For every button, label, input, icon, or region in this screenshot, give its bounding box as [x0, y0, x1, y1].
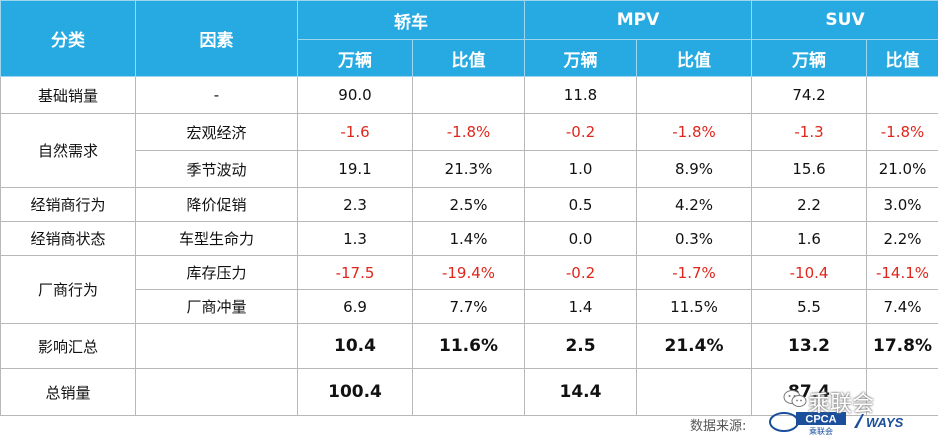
row-category: 基础销量	[0, 76, 136, 114]
header-group-suv: SUV	[751, 0, 938, 40]
header-sub: 万辆	[751, 39, 868, 77]
table-row: 基础销量 - 90.0 11.8 74.2	[0, 76, 938, 114]
cell-value: -1.8%	[866, 113, 938, 151]
cell-value: 5.5	[751, 289, 868, 324]
header-sub: 比值	[866, 39, 938, 77]
source-label: 数据来源:	[690, 419, 747, 434]
table-row: 厂商行为 库存压力 -17.5 -19.4% -0.2 -1.7% -10.4 …	[0, 255, 938, 324]
header-sub: 万辆	[297, 39, 413, 77]
cell-value: 0.3%	[635, 221, 753, 256]
header-sub: 万辆	[524, 39, 637, 77]
row-category: 经销商状态	[0, 221, 136, 256]
cell-value: 1.4	[524, 289, 637, 324]
cell-value: 1.3	[297, 221, 413, 256]
cell-value: 14.4	[524, 368, 637, 416]
cell-value: 2.2%	[866, 221, 938, 256]
row-factor: 季节波动	[135, 150, 298, 188]
cell-value: 3.0%	[866, 187, 938, 222]
cpca-logo: CPCA 乘联会	[769, 412, 846, 435]
cell-value: 0.0	[524, 221, 637, 256]
cell-value: 11.6%	[412, 323, 525, 369]
cell-value: 2.5%	[412, 187, 525, 222]
cell-value: 90.0	[297, 76, 413, 114]
cell-value	[866, 368, 938, 416]
table-row-summary: 影响汇总 10.4 11.6% 2.5 21.4% 13.2 17.8%	[0, 323, 938, 369]
cell-value: -1.8%	[635, 113, 753, 151]
cell-value: 1.0	[524, 150, 637, 188]
row-factor: 降价促销	[135, 187, 298, 222]
cell-value: 11.5%	[635, 289, 753, 324]
cell-value: 2.2	[751, 187, 868, 222]
cell-value: -1.7%	[635, 255, 753, 290]
cpca-logo-subtext: 乘联会	[809, 426, 833, 435]
cell-value	[412, 76, 525, 114]
row-category: 总销量	[0, 368, 136, 416]
cell-value: 7.7%	[412, 289, 525, 324]
cell-value: 13.2	[751, 323, 868, 369]
cell-value: 0.5	[524, 187, 637, 222]
cell-value: 7.4%	[866, 289, 938, 324]
row-category: 自然需求	[0, 113, 136, 188]
cell-value	[866, 76, 938, 114]
header-category: 分类	[0, 0, 136, 77]
row-factor: 厂商冲量	[135, 289, 298, 324]
cell-value: -1.6	[297, 113, 413, 151]
header-factor: 因素	[135, 0, 298, 77]
cell-value	[635, 76, 753, 114]
ways-logo: WAYS	[854, 414, 904, 430]
cell-value: -1.8%	[412, 113, 525, 151]
header-sub: 比值	[635, 39, 753, 77]
row-category: 影响汇总	[0, 323, 136, 369]
row-category: 经销商行为	[0, 187, 136, 222]
cpca-logo-text: CPCA	[805, 414, 836, 426]
cell-value: 1.6	[751, 221, 868, 256]
cell-value: -19.4%	[412, 255, 525, 290]
cell-value: -0.2	[524, 113, 637, 151]
table-row: 厂商冲量 6.9 7.7% 1.4 11.5% 5.5 7.4%	[1, 289, 938, 324]
table-row: 自然需求 宏观经济 -1.6 -1.8% -0.2 -1.8% -1.3 -1.…	[0, 113, 938, 188]
header-sub: 比值	[412, 39, 525, 77]
cell-value: 4.2%	[635, 187, 753, 222]
cell-value: 21.4%	[635, 323, 753, 369]
table-row: 季节波动 19.1 21.3% 1.0 8.9% 15.6 21.0%	[1, 150, 938, 188]
cell-value: 19.1	[297, 150, 413, 188]
cell-value: 2.5	[524, 323, 637, 369]
cell-value	[635, 368, 753, 416]
cell-value: 74.2	[751, 76, 868, 114]
cell-value: 21.0%	[866, 150, 938, 188]
cell-value	[412, 368, 525, 416]
footer: 数据来源: CPCA 乘联会 WAYS	[0, 400, 938, 445]
ways-logo-text: WAYS	[866, 415, 904, 430]
header-group-sedan: 轿车	[297, 0, 525, 40]
row-factor: -	[135, 76, 298, 114]
cell-value: -17.5	[297, 255, 413, 290]
cell-value: -0.2	[524, 255, 637, 290]
cell-value: -1.3	[751, 113, 868, 151]
header-group-mpv: MPV	[523, 0, 753, 40]
table-row-total: 总销量 100.4 14.4 87.4	[0, 368, 938, 416]
cell-value: 8.9%	[635, 150, 753, 188]
watermark: 乘联会	[808, 392, 875, 417]
cell-value: 17.8%	[866, 323, 938, 369]
cell-value: 10.4	[297, 323, 413, 369]
table-row: 经销商行为 降价促销 2.3 2.5% 0.5 4.2% 2.2 3.0%	[0, 187, 938, 222]
row-factor	[135, 323, 298, 369]
wechat-icon	[783, 390, 807, 407]
table-row: 经销商状态 车型生命力 1.3 1.4% 0.0 0.3% 1.6 2.2%	[0, 221, 938, 256]
cell-value: 100.4	[297, 368, 413, 416]
cell-value: 1.4%	[412, 221, 525, 256]
cell-value: 6.9	[297, 289, 413, 324]
row-factor	[135, 368, 298, 416]
row-factor: 车型生命力	[135, 221, 298, 256]
cell-value: 2.3	[297, 187, 413, 222]
row-factor: 宏观经济	[135, 113, 298, 151]
cell-value: 15.6	[751, 150, 868, 188]
row-category: 厂商行为	[0, 255, 136, 324]
cell-value: -10.4	[751, 255, 868, 290]
sales-factor-table: 分类 因素 轿车 MPV SUV 万辆 比值 万辆 比值 万辆 比值 基础销量 …	[0, 0, 938, 416]
row-factor: 库存压力	[135, 255, 298, 290]
cell-value: -14.1%	[866, 255, 938, 290]
cell-value: 21.3%	[412, 150, 525, 188]
cell-value: 11.8	[524, 76, 637, 114]
